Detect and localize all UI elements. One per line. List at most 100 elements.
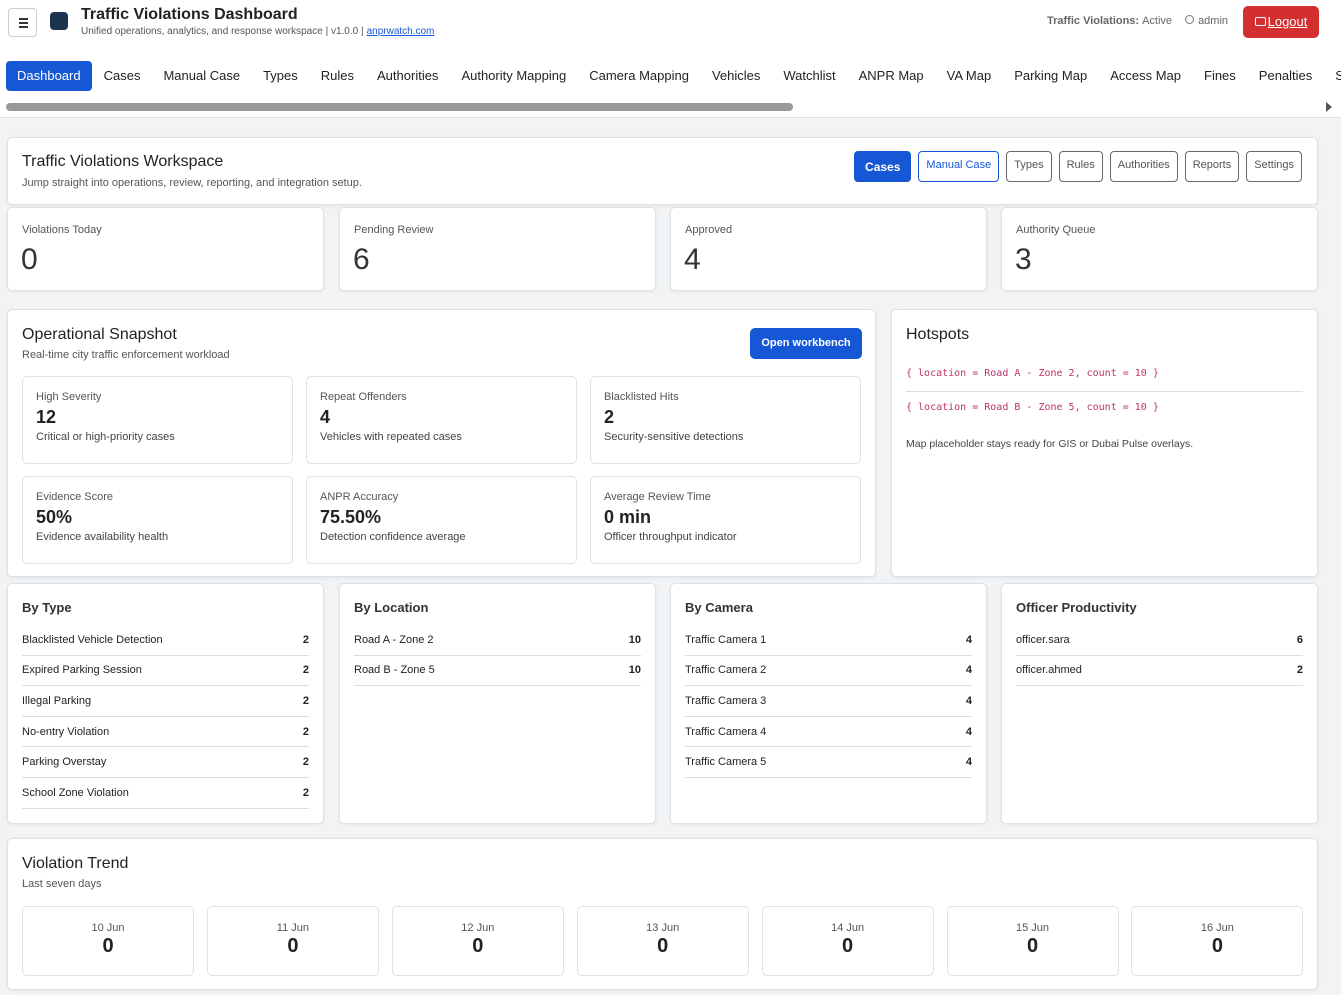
top-bar: Traffic Violations Dashboard Unified oper… bbox=[0, 0, 1341, 118]
breakdown-row: Blacklisted Vehicle Detection 2 bbox=[22, 625, 309, 656]
row-count: 2 bbox=[1296, 664, 1303, 677]
workspace-button[interactable]: Manual Case bbox=[918, 151, 1000, 182]
breakdown-row: Traffic Camera 1 4 bbox=[685, 625, 972, 656]
stat-card: Approved 4 bbox=[670, 207, 987, 291]
trend-card: Violation Trend Last seven days 10 Jun 0 11 … bbox=[7, 838, 1318, 990]
workspace-buttons: Cases Manual Case Types Rules Authorities Rep… bbox=[847, 151, 1302, 182]
stat-card: Authority Queue 3 bbox=[1001, 207, 1318, 291]
row-label: Road A - Zone 2 bbox=[354, 633, 434, 646]
header-title: Traffic Violations Dashboard bbox=[81, 6, 298, 23]
nav-tab[interactable]: Types bbox=[263, 68, 298, 83]
nav-tab[interactable]: Watchlist bbox=[783, 68, 836, 83]
metric-value: 12 bbox=[36, 407, 57, 427]
row-label: School Zone Violation bbox=[22, 786, 129, 799]
snapshot-subtitle: Real-time city traffic enforcement workl… bbox=[22, 349, 230, 361]
day-value: 0 bbox=[657, 935, 669, 957]
header-link[interactable]: anprwatch.com bbox=[366, 26, 435, 37]
scroll-arrow[interactable] bbox=[1326, 102, 1332, 112]
metric-label: Evidence Score bbox=[36, 491, 114, 503]
row-count: 4 bbox=[965, 725, 972, 738]
status-value: Active bbox=[1142, 15, 1173, 27]
row-count: 6 bbox=[1296, 633, 1303, 646]
menu-icon-line bbox=[19, 18, 28, 20]
workspace-button[interactable]: Cases bbox=[854, 151, 912, 182]
nav-tab[interactable]: Access Map bbox=[1110, 68, 1181, 83]
row-label: Traffic Camera 3 bbox=[685, 694, 767, 707]
row-label: Traffic Camera 4 bbox=[685, 725, 767, 738]
status: Traffic Violations: Active admin bbox=[1047, 15, 1228, 27]
metric-card: High Severity 12 Critical or high-priority… bbox=[22, 376, 293, 464]
row-label: Traffic Camera 1 bbox=[685, 633, 767, 646]
day-value: 0 bbox=[1211, 935, 1223, 957]
row-count: 2 bbox=[302, 756, 309, 769]
row-label: No-entry Violation bbox=[22, 725, 110, 738]
nav-tab[interactable]: Authorities bbox=[377, 68, 439, 83]
nav-tab[interactable]: Fines bbox=[1204, 68, 1236, 83]
subtitle-text: Unified operations, analytics, and respo… bbox=[81, 26, 364, 37]
metric-card: Repeat Offenders 4 Vehicles with repeated … bbox=[306, 376, 577, 464]
nav-tab[interactable]: Cases bbox=[103, 68, 141, 83]
metric-value: 2 bbox=[604, 407, 615, 427]
breakdown-row: Traffic Camera 4 4 bbox=[685, 717, 972, 748]
breakdown-card: By Type Blacklisted Vehicle Detection 2 Exp… bbox=[7, 583, 324, 824]
menu-button[interactable] bbox=[8, 8, 37, 37]
breakdown-row: Traffic Camera 2 4 bbox=[685, 656, 972, 687]
row-count: 2 bbox=[302, 694, 309, 707]
snapshot-title: Operational Snapshot bbox=[22, 326, 177, 343]
workspace-button[interactable]: Types bbox=[1006, 151, 1052, 182]
nav-tab[interactable]: Rules bbox=[320, 68, 355, 83]
stat-card: Pending Review 6 bbox=[339, 207, 656, 291]
metric-value: 50% bbox=[36, 507, 73, 527]
breakdown-row: School Zone Violation 2 bbox=[22, 778, 309, 809]
breakdown-card: Officer Productivity officer.sara 6 officer… bbox=[1001, 583, 1318, 824]
metric-card: Blacklisted Hits 2 Security-sensitive dete… bbox=[590, 376, 861, 464]
row-count: 2 bbox=[302, 664, 309, 677]
breakdown-row: Traffic Camera 5 4 bbox=[685, 747, 972, 778]
metric-note: Vehicles with repeated cases bbox=[320, 431, 462, 443]
row-count: 2 bbox=[302, 786, 309, 799]
open-workbench-button[interactable]: Open workbench bbox=[750, 328, 862, 359]
hotspots-card: Hotspots { location = Road A - Zone 2, co… bbox=[891, 309, 1318, 577]
metric-label: Blacklisted Hits bbox=[604, 391, 679, 403]
nav-tab[interactable]: Penalties bbox=[1258, 68, 1313, 83]
day-label: 13 Jun bbox=[646, 922, 680, 934]
trend-day: 14 Jun 0 bbox=[761, 906, 934, 976]
workspace-card: Traffic Violations Workspace Jump straigh… bbox=[7, 137, 1318, 205]
day-value: 0 bbox=[842, 935, 854, 957]
day-value: 0 bbox=[1026, 935, 1039, 957]
workspace-button[interactable]: Rules bbox=[1058, 151, 1103, 182]
metric-label: Repeat Offenders bbox=[320, 391, 407, 403]
trend-day: 11 Jun 0 bbox=[206, 906, 379, 976]
nav-tab[interactable]: Submissions bbox=[1335, 68, 1341, 83]
snapshot-card: Operational Snapshot Real-time city traff… bbox=[7, 309, 876, 577]
metric-note: Officer throughput indicator bbox=[604, 531, 737, 543]
nav-tab[interactable]: Authority Mapping bbox=[461, 68, 567, 83]
nav-tab[interactable]: ANPR Map bbox=[858, 68, 924, 83]
row-label: Expired Parking Session bbox=[22, 664, 142, 677]
menu-icon-line bbox=[19, 26, 28, 28]
row-count: 4 bbox=[965, 664, 972, 677]
row-count: 2 bbox=[302, 633, 309, 646]
nav-tab[interactable]: Parking Map bbox=[1014, 68, 1088, 83]
row-count: 4 bbox=[965, 694, 972, 707]
status-label: Traffic Violations: bbox=[1047, 15, 1140, 27]
nav-tab[interactable]: Manual Case bbox=[163, 68, 241, 83]
scrollbar-thumb[interactable] bbox=[6, 103, 793, 111]
nav-tab[interactable]: VA Map bbox=[946, 68, 992, 83]
menu-icon-line bbox=[19, 22, 28, 24]
nav-tab[interactable]: Dashboard bbox=[6, 61, 92, 91]
trend-day: 16 Jun 0 bbox=[1131, 906, 1304, 976]
breakdown-title: By Location bbox=[354, 600, 429, 615]
nav-tab[interactable]: Vehicles bbox=[711, 68, 761, 83]
breakdown-row: Road A - Zone 2 10 bbox=[354, 625, 641, 656]
logout-button[interactable]: Logout bbox=[1243, 6, 1319, 38]
metric-card: Average Review Time 0 min Officer throughp… bbox=[590, 476, 861, 564]
day-label: 11 Jun bbox=[276, 922, 309, 934]
workspace-button[interactable]: Settings bbox=[1246, 151, 1302, 182]
metric-label: ANPR Accuracy bbox=[320, 491, 399, 503]
workspace-button[interactable]: Authorities bbox=[1109, 151, 1178, 182]
workspace-button[interactable]: Reports bbox=[1184, 151, 1240, 182]
hotspots-note: Map placeholder stays ready for GIS or D… bbox=[906, 438, 1194, 450]
nav-tab[interactable]: Camera Mapping bbox=[589, 68, 689, 83]
